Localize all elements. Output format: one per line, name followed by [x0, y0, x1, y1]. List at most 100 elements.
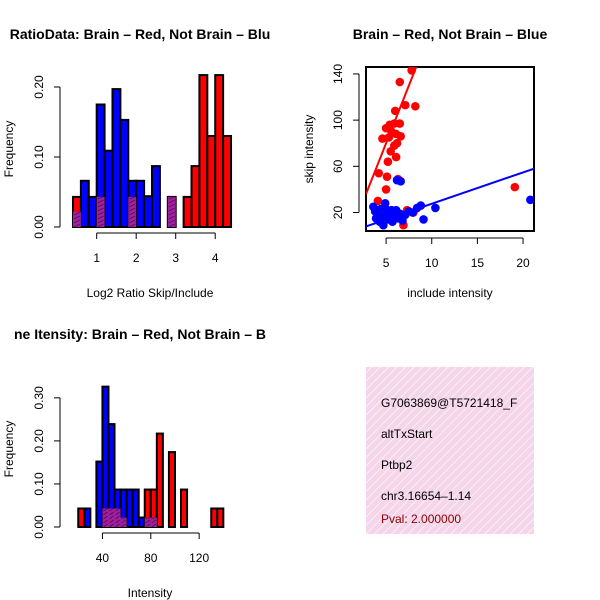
overlap-hatch [168, 223, 175, 228]
intensity-scatter-ylabel: skip intensity [302, 115, 316, 184]
overlap-hatch [73, 219, 81, 224]
overlap-hatch [121, 519, 126, 524]
histogram-bar-brain [182, 195, 193, 228]
overlap-hatch [168, 207, 175, 212]
histogram-bar-brain [190, 165, 201, 229]
overlap-hatch [109, 523, 114, 528]
overlap-hatch [151, 523, 157, 528]
scatter-point-brain [391, 152, 401, 162]
histogram-bar-not-brain [103, 149, 114, 228]
overlap-hatch [151, 517, 156, 520]
overlap-hatch [145, 523, 151, 528]
histogram-bar-overlap [144, 517, 151, 527]
overlap-hatch [129, 211, 136, 216]
scatter-point-brain [384, 133, 394, 142]
histogram-bar-brain [180, 488, 189, 528]
overlap-hatch [129, 207, 136, 212]
1-y-tick-label: 60 [331, 159, 345, 173]
overlap-hatch [109, 511, 114, 516]
overlap-hatch [129, 215, 136, 220]
ratio-histogram-title: RatioData: Brain – Red, Not Brain – Blu [10, 26, 271, 42]
overlap-hatch [115, 515, 120, 520]
scatter-plot-box [365, 66, 535, 232]
info-pval: Pval: 2.000000 [381, 512, 461, 526]
2-y-tick-label: 0.20 [32, 429, 46, 453]
overlap-hatch [73, 211, 81, 216]
overlap-hatch [151, 519, 157, 524]
histogram-bar-overlap [96, 196, 105, 227]
0-y-tick-label: 0.00 [32, 215, 46, 239]
scatter-point-brain [411, 101, 420, 111]
1-y-tick-label: 140 [331, 64, 345, 84]
0-y-tick-label: 0.20 [32, 75, 46, 99]
histogram-bar-not-brain [119, 118, 130, 228]
histogram-bar-brain [216, 507, 225, 529]
scatter-point-brain [373, 196, 383, 206]
histogram-bar-brain [77, 507, 86, 529]
overlap-hatch [168, 219, 175, 224]
info-gene: Ptbp2 [381, 458, 413, 472]
scatter-point-brain [382, 172, 392, 182]
2-y-tick-label: 0.10 [32, 472, 46, 496]
overlap-hatch [109, 519, 114, 524]
histogram-bar-not-brain [79, 179, 90, 229]
1-x-tick-label: 10 [425, 256, 439, 270]
scatter-point-brain [374, 168, 384, 178]
scatter-point-brain [378, 134, 387, 143]
ratio-histogram-ylabel: Frequency [2, 121, 16, 178]
histogram-bar-overlap [128, 196, 137, 227]
scatter-point-not-brain [431, 203, 440, 213]
0-x-tick-label: 2 [133, 251, 140, 265]
1-x-tick-label: 20 [516, 256, 530, 270]
histogram-bar-not-brain [111, 88, 122, 228]
overlap-hatch [97, 196, 104, 200]
1-y-tick-label: 20 [331, 206, 345, 220]
overlap-hatch [109, 515, 114, 520]
histogram-bar-brain [167, 451, 176, 529]
overlap-hatch [121, 523, 126, 528]
overlap-hatch [115, 523, 120, 528]
overlap-hatch [168, 203, 175, 208]
histogram-bar-not-brain [87, 195, 98, 228]
histogram-bar-brain [155, 432, 164, 529]
histogram-bar-not-brain-2- [151, 165, 161, 229]
histogram-bar-overlap [72, 211, 81, 227]
scatter-point-not-brain [419, 215, 428, 224]
overlap-hatch [109, 508, 114, 512]
scatter-point-brain [383, 157, 393, 167]
intensity-histogram: ne Itensity: Brain – Red, Not Brain – B … [2, 326, 266, 600]
overlap-hatch [115, 519, 120, 524]
overlap-hatch [97, 223, 104, 228]
overlap-hatch [115, 508, 120, 512]
overlap-hatch [115, 511, 120, 516]
overlap-hatch [103, 523, 108, 528]
scatter-point-brain [395, 119, 405, 128]
overlap-hatch [129, 223, 136, 228]
scatter-point-not-brain [380, 198, 390, 208]
histogram-bar-brain [214, 74, 225, 228]
overlap-hatch [129, 203, 136, 208]
scatter-point-not-brain [379, 220, 388, 230]
histogram-bar-brain [206, 135, 217, 228]
scatter-point-brain [510, 182, 520, 192]
2-y-tick-label: 0.30 [32, 386, 46, 410]
scatter-point-brain [407, 67, 416, 75]
scatter-point-brain [395, 77, 405, 87]
0-x-tick-label: 3 [172, 251, 179, 265]
overlap-hatch [103, 511, 108, 516]
overlap-hatch [97, 211, 104, 216]
ratio-histogram-xlabel: Log2 Ratio Skip/Include [87, 286, 214, 300]
info-location: chr3.16654–1.14 [381, 489, 471, 503]
scatter-point-brain [390, 106, 400, 116]
overlap-hatch [73, 223, 81, 228]
intensity-histogram-ylabel: Frequency [2, 421, 16, 478]
scatter-point-brain [396, 131, 405, 141]
histogram-bar-brain [222, 135, 233, 228]
histogram-bar-overlap [167, 196, 176, 227]
ratio-histogram: RatioData: Brain – Red, Not Brain – Blu … [2, 26, 270, 300]
histogram-bar-not-brain [143, 195, 154, 228]
intensity-histogram-xlabel: Intensity [128, 586, 173, 600]
overlap-hatch [129, 219, 136, 224]
2-y-tick-label: 0.00 [32, 515, 46, 539]
